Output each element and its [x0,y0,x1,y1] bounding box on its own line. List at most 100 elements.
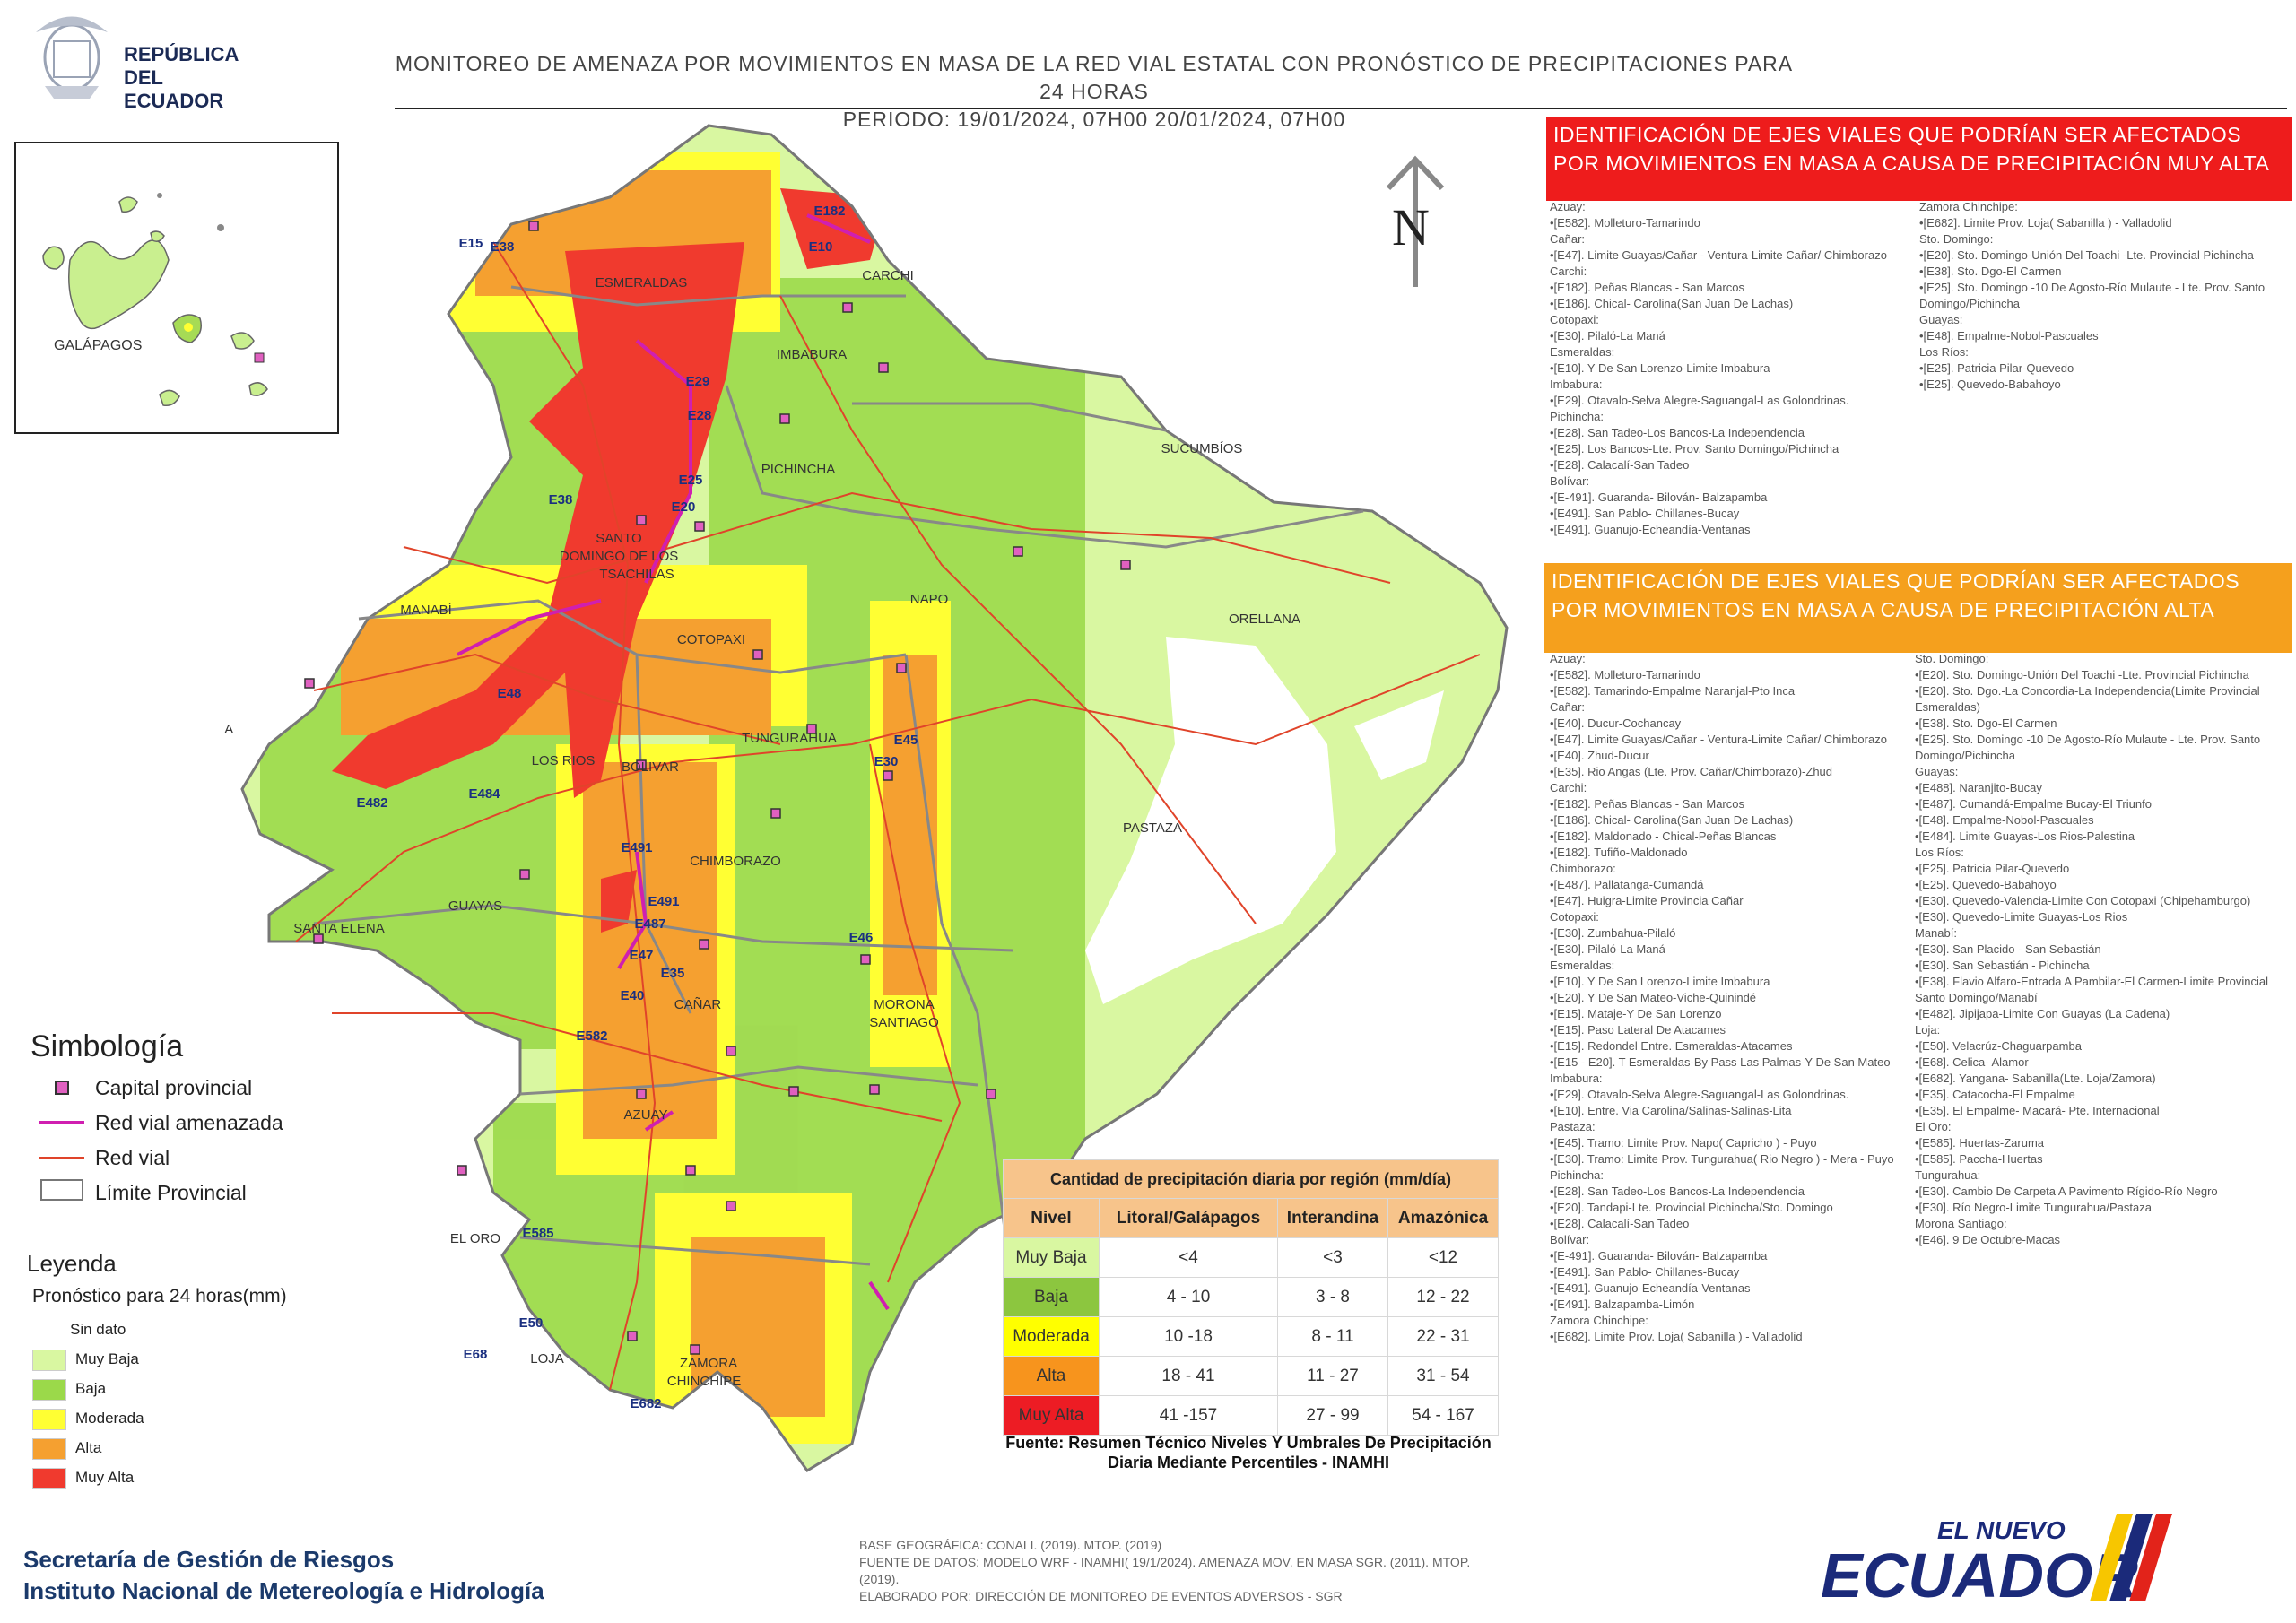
road-item: •[E30]. San Placido - San Sebastián [1915,942,2101,956]
road-label: E182 [813,204,845,219]
nivel-cell: Muy Baja [1003,1237,1100,1278]
road-item: •[E482]. Jipijapa-Limite Con Guayas (La … [1915,1007,2170,1020]
leyenda-item: Alta [32,1436,101,1460]
road-item: •[E182]. Peñas Blancas - San Marcos [1550,281,1744,294]
road-item: •[E491]. San Pablo- Chillanes-Bucay [1550,507,1740,520]
road-item: •[E48]. Empalme-Nobol-Pascuales [1919,329,2099,343]
road-item: •[E35]. El Empalme- Macará- Pte. Interna… [1915,1104,2160,1117]
table-header: Nivel [1003,1198,1100,1238]
road-item: •[E491]. San Pablo- Chillanes-Bucay [1550,1265,1740,1279]
road-item: •[E15]. Mataje-Y De San Lorenzo [1550,1007,1722,1020]
nivel-cell: Alta [1003,1356,1100,1396]
road-item: •[E491]. Balzapamba-Limón [1550,1298,1695,1311]
road-item: •[E491]. Guanujo-Echeandía-Ventanas [1550,523,1751,536]
road-item: •[E182]. Tufiño-Maldonado [1550,846,1688,859]
road-item: •[E25]. Patricia Pilar-Quevedo [1919,361,2074,375]
road-item: •[E47]. Limite Guayas/Cañar - Ventura-Li… [1550,733,1887,746]
value-cell: <12 [1387,1237,1499,1278]
leyenda-subtitle: Pronóstico para 24 horas(mm) [32,1286,287,1306]
road-item: •[E10]. Y De San Lorenzo-Limite Imbabura [1550,975,1770,988]
road-item: •[E582]. Molleturo-Tamarindo [1550,216,1700,230]
color-swatch [32,1437,66,1460]
logo-main-text: ECUADOR [1821,1541,2138,1610]
province-heading: Bolívar: [1550,1233,1590,1246]
nivel-cell: Muy Alta [1003,1395,1100,1436]
province-label: PASTAZA [1123,820,1182,836]
leyenda-item: Muy Baja [32,1348,139,1371]
north-label: N [1392,198,1430,256]
base-note: FUENTE DE DATOS: MODELO WRF - INAMHI( 19… [859,1555,1471,1586]
province-label: CHINCHIPE [667,1374,742,1389]
galapagos-inset: GALÁPAGOS [14,142,339,434]
road-label: E484 [468,786,500,802]
road-item: •[E487]. Cumandá-Empalme Bucay-El Triunf… [1915,797,2152,811]
value-cell: 12 - 22 [1387,1277,1499,1317]
province-heading: Los Ríos: [1915,846,1964,859]
province-heading: Zamora Chinchipe: [1550,1314,1648,1327]
legend-road: Red vial [39,1142,170,1173]
legend-label: Capital provincial [95,1076,253,1099]
road-item: •[E10]. Entre. Via Carolina/Salinas-Sali… [1550,1104,1792,1117]
road-item: •[E68]. Celica- Alamor [1915,1055,2029,1069]
leyenda-item: Baja [32,1377,106,1401]
road-item: •[E20]. Sto. Dgo.-La Concordia-La Indepe… [1915,684,2260,714]
leyenda-label: Baja [75,1380,107,1397]
province-heading: Chimborazo: [1550,862,1616,875]
road-item: •[E682]. Limite Prov. Loja( Sabanilla ) … [1550,1330,1803,1343]
road-item: •[E50]. Velacrúz-Chaguarpamba [1915,1039,2082,1053]
value-cell: 41 -157 [1099,1395,1278,1436]
panel-muy-alta-title: IDENTIFICACIÓN DE EJES VIALES QUE PODRÍA… [1546,117,2292,201]
title-line-1: MONITOREO DE AMENAZA POR MOVIMIENTOS EN … [395,52,1794,103]
capital-marker-icon [55,1080,69,1095]
table-header: Litoral/Galápagos [1099,1198,1278,1238]
province-label: ZAMORA [680,1356,737,1371]
color-swatch [32,1378,66,1401]
road-item: •[E30]. Quevedo-Limite Guayas-Los Rios [1915,910,2128,924]
road-item: •[E38]. Sto. Dgo-El Carmen [1915,716,2057,730]
border-box-icon [40,1179,83,1202]
province-label: SANTO [596,531,641,546]
province-heading: Azuay: [1550,652,1586,665]
road-item: •[E38]. Flavio Alfaro-Entrada A Pambilar… [1915,975,2268,1004]
road-item: •[E38]. Sto. Dgo-El Carmen [1919,265,2062,278]
road-label: E30 [874,754,899,769]
province-heading: El Oro: [1915,1120,1952,1133]
province-heading: Cotopaxi: [1550,313,1599,326]
road-label: E50 [519,1315,544,1331]
nivel-cell: Baja [1003,1277,1100,1317]
province-label: MANABÍ [400,603,452,618]
galapagos-label: GALÁPAGOS [54,336,142,353]
road-item: •[E30]. San Sebastián - Pichincha [1915,959,2090,972]
province-label: TUNGURAHUA [742,731,837,746]
org-sgr: Secretaría de Gestión de Riesgos [23,1546,395,1573]
road-label: E45 [894,733,918,748]
value-cell: 11 - 27 [1277,1356,1388,1396]
province-heading: Manabí: [1915,926,1957,940]
province-heading: Guayas: [1919,313,1963,326]
road-item: •[E28]. San Tadeo-Los Bancos-La Independ… [1550,1185,1805,1198]
road-item: •[E488]. Naranjito-Bucay [1915,781,2042,794]
province-label: TSACHILAS [599,567,674,582]
coat-of-arms-icon [36,16,108,99]
province-heading: Imbabura: [1550,378,1603,391]
road-label: E491 [648,894,679,909]
province-label: CAÑAR [674,997,722,1012]
leyenda-label: Muy Alta [75,1469,135,1486]
base-note: ELABORADO POR: DIRECCIÓN DE MONITOREO DE… [859,1589,1343,1603]
province-label: SUCUMBÍOS [1161,441,1243,456]
color-swatch [32,1467,66,1489]
province-heading: Tungurahua: [1915,1168,1981,1182]
province-label: AZUAY [624,1107,668,1123]
road-item: •[E582]. Molleturo-Tamarindo [1550,668,1700,681]
table-source: Fuente: Resumen Técnico Niveles Y Umbral… [1005,1434,1492,1471]
road-label: E482 [356,795,387,811]
province-label: IMBABURA [777,347,847,362]
road-item: •[E15 - E20]. T Esmeraldas-By Pass Las P… [1550,1055,1891,1069]
logo-top-text: EL NUEVO [1937,1516,2066,1544]
road-label: E38 [549,492,573,508]
province-heading: Cotopaxi: [1550,910,1599,924]
ecuador-logo-icon: EL NUEVO ECUADOR [1821,1514,2172,1610]
province-heading: Cañar: [1550,700,1586,714]
road-item: •[E45]. Tramo: Limite Prov. Napo( Capric… [1550,1136,1817,1150]
road-item: •[E25]. Los Bancos-Lte. Prov. Santo Domi… [1550,442,1839,456]
